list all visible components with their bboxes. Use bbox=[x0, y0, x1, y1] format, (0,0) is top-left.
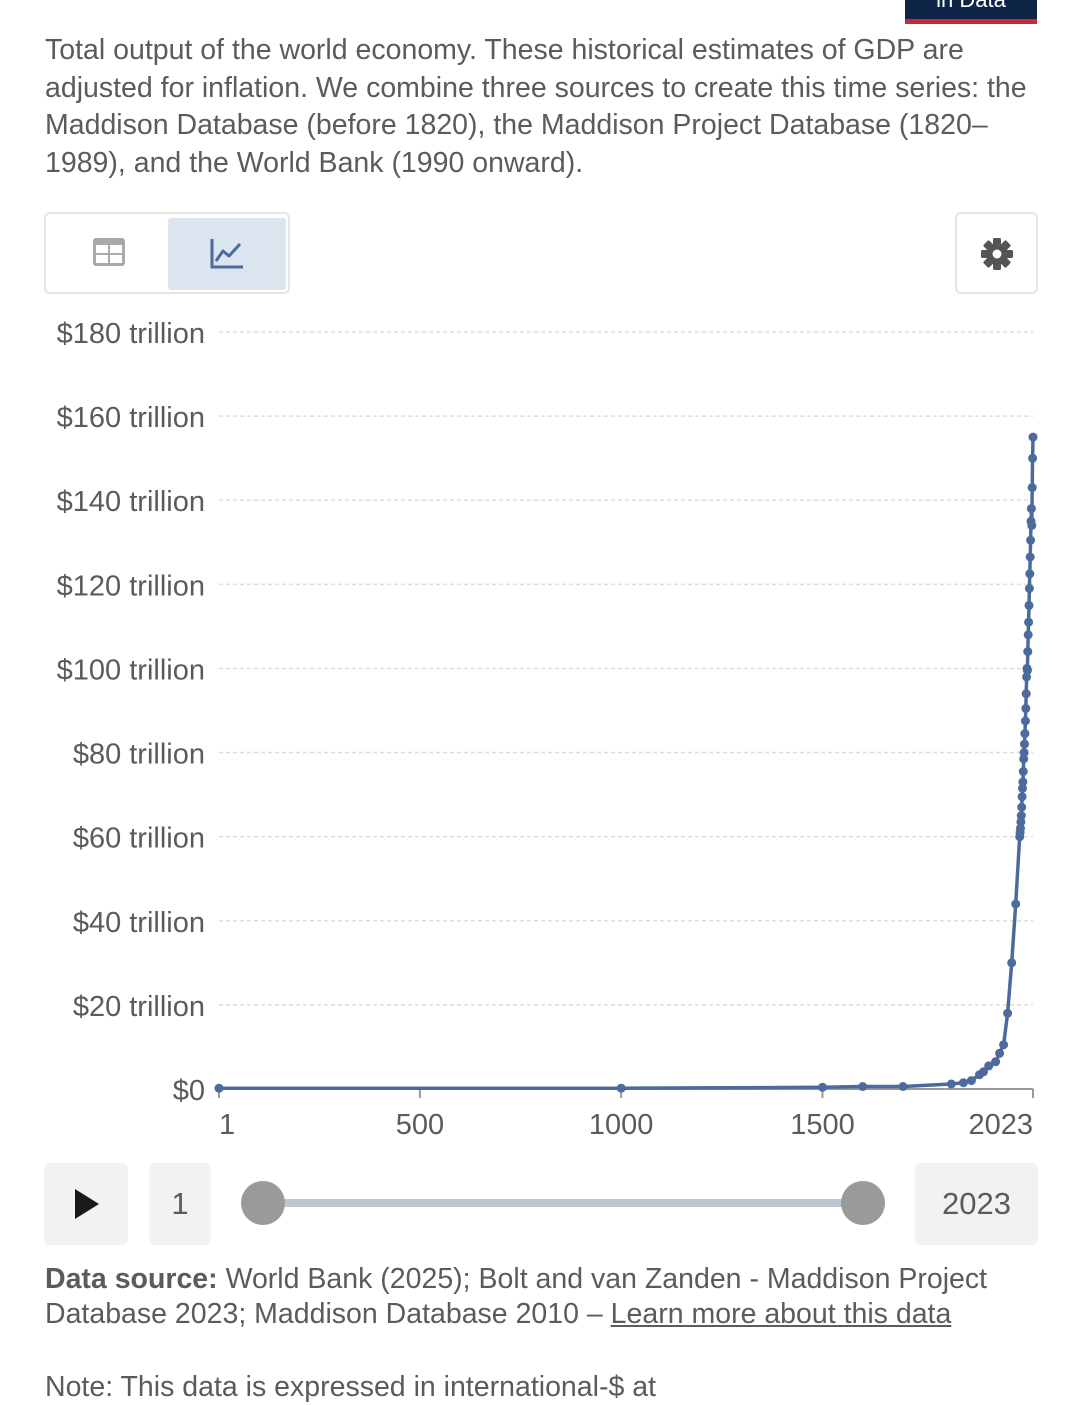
data-point bbox=[1025, 569, 1035, 579]
data-point bbox=[1017, 792, 1027, 802]
data-point bbox=[1028, 432, 1038, 442]
data-point bbox=[1027, 521, 1037, 530]
data-point bbox=[1023, 647, 1033, 657]
data-point bbox=[1021, 703, 1031, 713]
logo-text: in Data bbox=[936, 0, 1006, 12]
y-tick-label: $20 trillion bbox=[73, 991, 205, 1023]
data-point bbox=[1024, 584, 1034, 593]
data-point bbox=[1021, 689, 1031, 699]
y-tick-label: $0 bbox=[173, 1075, 205, 1107]
data-point bbox=[1007, 958, 1017, 968]
data-point bbox=[214, 1083, 224, 1093]
data-source-label: Data source: bbox=[45, 1263, 218, 1295]
x-tick-label: 1000 bbox=[589, 1109, 654, 1141]
timeline-end-label: 2023 bbox=[915, 1163, 1038, 1245]
data-point bbox=[818, 1082, 827, 1092]
data-point bbox=[1028, 453, 1038, 463]
x-tick-label: 500 bbox=[396, 1109, 444, 1141]
data-point bbox=[1023, 630, 1033, 640]
data-point bbox=[979, 1067, 988, 1077]
y-tick-label: $140 trillion bbox=[57, 486, 205, 518]
logo-badge[interactable]: in Data bbox=[905, 0, 1037, 24]
data-point bbox=[1024, 617, 1034, 627]
chart-note: Note: This data is expressed in internat… bbox=[45, 1371, 656, 1403]
data-point bbox=[1020, 739, 1029, 749]
y-tick-label: $80 trillion bbox=[73, 739, 205, 771]
timeline-start-handle[interactable] bbox=[241, 1181, 285, 1225]
tab-table[interactable] bbox=[50, 218, 168, 290]
timeline-slider-range bbox=[263, 1199, 863, 1207]
data-point bbox=[858, 1082, 868, 1091]
x-tick-label: 1 bbox=[219, 1109, 235, 1141]
data-point bbox=[1027, 483, 1037, 493]
view-tabs bbox=[44, 212, 290, 294]
play-button[interactable] bbox=[44, 1163, 128, 1245]
x-tick-label: 2023 bbox=[968, 1109, 1033, 1141]
play-icon bbox=[75, 1189, 99, 1219]
line-chart: $0 $20 trillion $40 trillion $60 trillion $8… bbox=[57, 318, 1038, 1141]
settings-button[interactable] bbox=[955, 212, 1038, 294]
data-point bbox=[984, 1061, 994, 1071]
timeline-slider-track[interactable] bbox=[263, 1199, 863, 1207]
chart-subtitle: Total output of the world economy. These… bbox=[45, 34, 1027, 179]
data-point bbox=[1003, 1008, 1013, 1018]
gear-icon bbox=[981, 238, 1013, 270]
data-point bbox=[1022, 666, 1032, 675]
data-source-text: World Bank (2025); Bolt and van Zanden -… bbox=[45, 1263, 988, 1330]
data-point bbox=[616, 1083, 626, 1093]
data-point bbox=[1011, 899, 1021, 909]
learn-more-link[interactable]: Learn more about this data bbox=[610, 1298, 952, 1330]
timeline-end-handle[interactable] bbox=[841, 1181, 885, 1225]
data-point bbox=[946, 1079, 956, 1089]
line-chart-icon bbox=[210, 239, 243, 269]
data-point bbox=[1018, 767, 1028, 776]
data-point bbox=[1025, 552, 1035, 562]
x-tick-label: 1500 bbox=[790, 1109, 855, 1141]
data-point bbox=[1026, 504, 1036, 514]
y-tick-label: $100 trillion bbox=[57, 654, 205, 686]
data-source: Data source: World Bank (2025); Bolt and… bbox=[45, 1262, 1045, 1332]
data-point bbox=[991, 1057, 1001, 1067]
data-point bbox=[1024, 600, 1034, 610]
data-point bbox=[1018, 777, 1028, 787]
table-icon bbox=[93, 238, 125, 266]
data-point bbox=[1016, 811, 1026, 821]
y-tick-label: $60 trillion bbox=[73, 823, 205, 855]
series-line bbox=[219, 437, 1035, 1090]
data-point bbox=[898, 1082, 908, 1091]
y-tick-label: $40 trillion bbox=[73, 907, 205, 939]
data-point bbox=[1017, 802, 1027, 812]
timeline-start-label: 1 bbox=[149, 1163, 211, 1245]
data-point bbox=[958, 1078, 968, 1088]
data-point bbox=[1020, 716, 1030, 726]
data-point bbox=[999, 1040, 1009, 1050]
data-point bbox=[1019, 748, 1029, 758]
data-point bbox=[995, 1048, 1005, 1058]
data-point bbox=[1016, 823, 1025, 833]
data-point bbox=[1026, 535, 1036, 545]
y-tick-label: $180 trillion bbox=[57, 318, 205, 350]
data-point bbox=[1020, 729, 1030, 739]
y-tick-label: $160 trillion bbox=[57, 402, 205, 434]
y-tick-label: $120 trillion bbox=[57, 570, 205, 602]
data-point bbox=[966, 1076, 976, 1086]
tab-chart[interactable] bbox=[168, 218, 286, 290]
